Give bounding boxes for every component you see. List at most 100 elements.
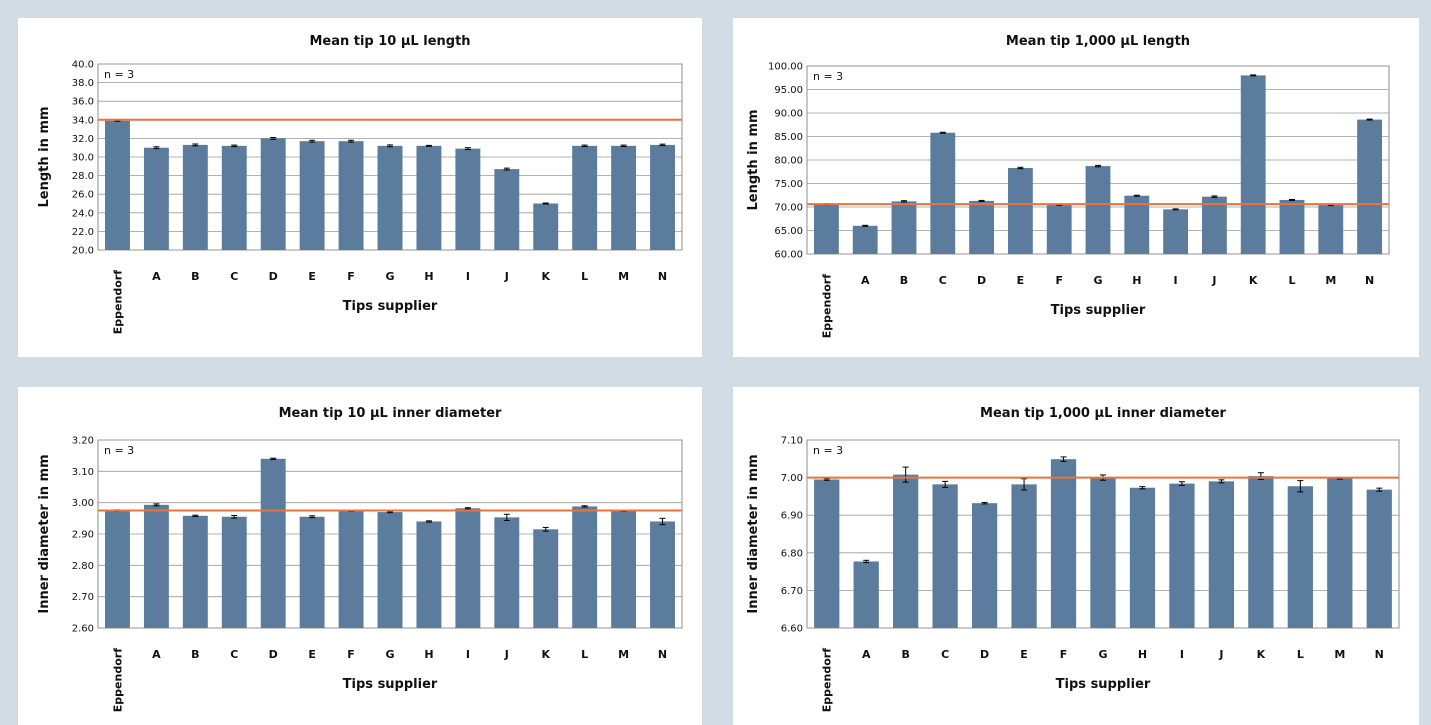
x-tick-label: E — [308, 270, 316, 283]
y-tick-label: 100.00 — [768, 62, 803, 73]
x-tick-label: L — [581, 648, 588, 661]
x-tick-label: H — [1138, 648, 1147, 661]
bar-b — [182, 515, 208, 628]
x-axis-title: Tips supplier — [343, 299, 438, 314]
bar-h — [1124, 195, 1150, 254]
x-tick-label: I — [1174, 274, 1178, 287]
chart-title: Mean tip 1,000 µL inner diameter — [980, 406, 1226, 421]
bar-k — [1240, 75, 1266, 255]
y-tick-label: 90.00 — [774, 109, 803, 120]
x-tick-label: I — [466, 648, 470, 661]
x-tick-label: L — [1297, 648, 1304, 661]
bar-e — [1007, 167, 1033, 254]
y-tick-label: 20.0 — [72, 246, 94, 257]
bar-j — [1208, 481, 1235, 628]
bar-eppendorf — [814, 479, 840, 628]
x-tick-label: I — [1180, 648, 1184, 661]
bar-l — [1279, 199, 1305, 254]
x-tick-label: N — [658, 270, 667, 283]
y-tick-label: 7.10 — [781, 436, 803, 447]
y-tick-label: 2.60 — [72, 624, 94, 635]
y-tick-label: 80.00 — [774, 156, 803, 167]
x-tick-label: A — [152, 648, 161, 661]
x-tick-label: B — [901, 648, 909, 661]
bar-n — [1366, 489, 1392, 628]
x-tick-label: M — [1325, 274, 1336, 287]
x-tick-label: F — [347, 270, 355, 283]
bar-i — [1169, 483, 1195, 628]
bar-l — [572, 506, 598, 628]
x-tick-label: Eppendorf — [821, 648, 834, 712]
y-tick-label: 28.0 — [72, 171, 94, 182]
bar-d — [260, 138, 286, 250]
bar-d — [260, 458, 286, 628]
x-axis-title: Tips supplier — [1051, 303, 1146, 318]
bar-m — [1318, 205, 1344, 254]
y-tick-label: 38.0 — [72, 78, 94, 89]
x-tick-label: F — [347, 648, 355, 661]
bar-m — [1327, 478, 1353, 628]
y-tick-label: 32.0 — [72, 134, 94, 145]
x-tick-label: G — [385, 270, 394, 283]
x-tick-label: M — [618, 648, 629, 661]
chart-panel-10ul-inner-diameter: Mean tip 10 µL inner diameter 2.60 2.70 2.8… — [18, 387, 702, 725]
y-tick-label: 70.00 — [774, 203, 803, 214]
x-tick-label: M — [618, 270, 629, 283]
bar-e — [299, 141, 325, 250]
bar-g — [1090, 477, 1116, 628]
bar-j — [494, 169, 520, 250]
x-tick-label: Eppendorf — [820, 274, 833, 338]
y-tick-label: 6.80 — [781, 548, 803, 559]
bar-a — [143, 147, 169, 250]
x-tick-label: D — [269, 648, 278, 661]
bar-c — [221, 516, 247, 628]
bar-k — [533, 529, 559, 628]
x-tick-label: K — [541, 648, 550, 661]
bar-g — [377, 145, 403, 250]
bar-c — [221, 145, 247, 250]
y-tick-label: 85.00 — [774, 132, 803, 143]
x-tick-label: F — [1060, 648, 1068, 661]
y-tick-label: 6.90 — [781, 511, 803, 522]
x-axis-title: Tips supplier — [1056, 677, 1151, 692]
x-tick-label: J — [1211, 274, 1216, 287]
bar-f — [1050, 459, 1077, 628]
y-tick-label: 75.00 — [774, 179, 803, 190]
x-tick-label: C — [939, 274, 947, 287]
bar-b — [893, 474, 919, 628]
sample-size-note: n = 3 — [104, 444, 134, 457]
x-tick-label: L — [1288, 274, 1295, 287]
bar-d — [971, 503, 998, 628]
bar-d — [969, 200, 995, 254]
x-tick-label: K — [1257, 648, 1266, 661]
x-tick-label: B — [191, 648, 199, 661]
x-tick-label: K — [1249, 274, 1258, 287]
x-tick-label: B — [191, 270, 199, 283]
bar-n — [1357, 119, 1383, 254]
x-tick-label: I — [466, 270, 470, 283]
bar-g — [1085, 166, 1111, 254]
bar-i — [455, 148, 481, 250]
y-tick-label: 36.0 — [72, 97, 94, 108]
bar-i — [1163, 209, 1189, 254]
y-tick-label: 60.00 — [774, 250, 803, 261]
bar-a — [852, 225, 878, 254]
x-tick-label: J — [1218, 648, 1223, 661]
x-tick-label: G — [385, 648, 394, 661]
sample-size-note: n = 3 — [104, 68, 134, 81]
x-axis-title: Tips supplier — [343, 677, 438, 692]
bar-c — [930, 132, 956, 254]
bar-b — [891, 201, 917, 254]
y-tick-label: 26.0 — [72, 190, 94, 201]
y-tick-label: 6.70 — [781, 586, 803, 597]
y-tick-label: 65.00 — [774, 226, 803, 237]
bar-h — [1129, 487, 1156, 628]
bar-f — [338, 511, 364, 628]
bar-e — [299, 516, 325, 628]
y-tick-label: 30.0 — [72, 153, 94, 164]
x-tick-label: D — [980, 648, 989, 661]
bar-l — [572, 145, 598, 250]
x-tick-label: D — [977, 274, 986, 287]
x-tick-label: J — [504, 648, 509, 661]
x-tick-label: J — [504, 270, 509, 283]
